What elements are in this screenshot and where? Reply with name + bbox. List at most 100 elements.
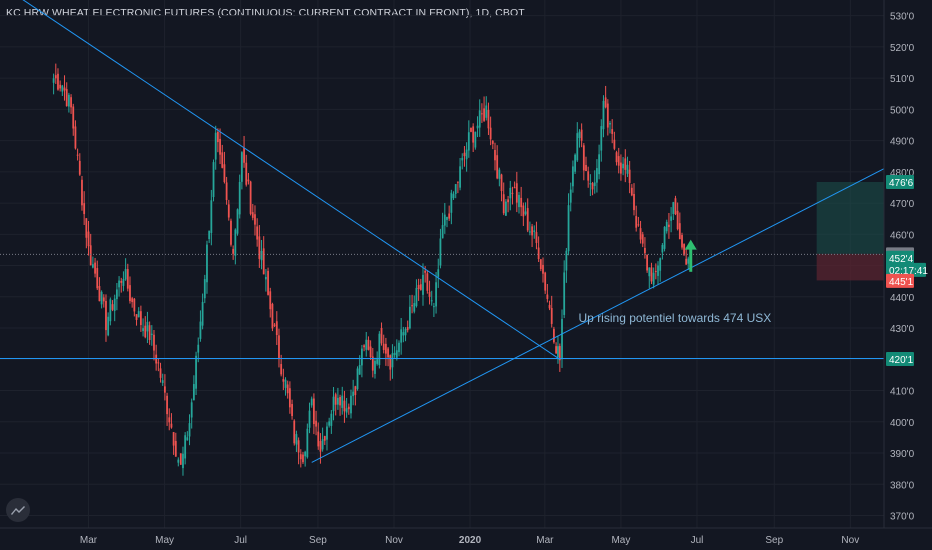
candle-body [214, 132, 217, 160]
candle-body [188, 423, 191, 437]
candle-body [343, 400, 346, 412]
candle-body [374, 360, 376, 374]
candle-body [341, 395, 344, 408]
candle-body [216, 131, 219, 143]
candle-body [142, 328, 144, 332]
candle-body [659, 258, 662, 271]
candle-body [408, 306, 411, 329]
candle-body [622, 163, 625, 169]
candle-body [459, 166, 461, 188]
candle-body [184, 435, 187, 459]
candle-body [83, 203, 86, 215]
candle-body [668, 224, 670, 227]
candle-body [96, 268, 99, 289]
candle-body [221, 152, 224, 168]
candle-body [91, 264, 94, 268]
candle-body [615, 152, 618, 163]
candle-body [574, 154, 576, 172]
position-profit-zone [816, 181, 884, 254]
candle-body [115, 289, 118, 300]
candle-body [323, 436, 326, 441]
candle-body [225, 182, 228, 201]
candle-body [644, 247, 646, 254]
candle-body [483, 108, 485, 121]
candle-body [168, 417, 171, 423]
candle-body [637, 224, 640, 226]
candle-body [174, 440, 177, 457]
candle-body [511, 192, 514, 194]
candle-body [542, 264, 544, 274]
candle-body [146, 321, 149, 332]
candle-body [611, 129, 614, 134]
candle-body [203, 279, 206, 299]
candle-body [170, 423, 173, 428]
candle-body [166, 395, 168, 415]
candle-body [63, 87, 66, 91]
candle-body [240, 152, 243, 182]
price-tick-label: 470'0 [890, 199, 915, 210]
candle-body [59, 84, 62, 89]
time-tick-label: Nov [385, 535, 403, 546]
candle-body [81, 179, 83, 206]
candle-body [613, 139, 616, 149]
price-tick-label: 400'0 [890, 418, 915, 429]
candle-body [648, 267, 651, 277]
candle-body [598, 154, 601, 175]
candle-body [450, 192, 453, 213]
candle-body [630, 187, 633, 196]
candle-body [393, 352, 396, 356]
price-tick-label: 460'0 [890, 230, 915, 241]
candle-body [565, 250, 568, 271]
candle-body [446, 216, 448, 220]
candle-body [491, 141, 494, 144]
candle-body [54, 75, 57, 79]
candle-body [520, 197, 523, 208]
arrow-up-icon [684, 239, 697, 250]
candle-body [496, 155, 499, 179]
tradingview-logo[interactable] [6, 498, 30, 522]
candle-body [249, 181, 252, 214]
candle-body [620, 162, 622, 174]
candle-body [195, 355, 197, 389]
candle-body [676, 210, 679, 230]
candle-body [155, 354, 158, 364]
candle-body [76, 154, 79, 156]
candle-body [201, 301, 204, 326]
candle-body [685, 258, 688, 265]
candle-body [57, 73, 59, 90]
candle-body [197, 344, 200, 353]
price-tick-label: 490'0 [890, 137, 915, 148]
position-loss-zone [816, 253, 884, 281]
candle-body [339, 397, 341, 406]
candle-body [617, 156, 620, 166]
candle-body [52, 78, 55, 83]
candle-body [456, 181, 459, 183]
price-tick-label: 430'0 [890, 324, 915, 335]
candle-body [507, 199, 509, 203]
candle-body [159, 368, 162, 378]
price-label: 02:17:41 [889, 266, 928, 277]
candle-body [227, 204, 230, 218]
candle-body [367, 339, 370, 350]
candle-body [424, 270, 427, 273]
candle-body [72, 106, 75, 129]
candle-body [232, 248, 235, 254]
price-label: 476'6 [889, 178, 914, 189]
candle-body [518, 194, 520, 208]
candle-body [454, 184, 457, 194]
candle-body [609, 123, 611, 125]
candle-body [157, 362, 160, 364]
candle-body [129, 285, 131, 302]
candle-body [402, 332, 405, 336]
candle-body [251, 212, 254, 218]
logo-icon [11, 506, 25, 515]
candle-body [295, 434, 298, 445]
candle-body [591, 183, 594, 190]
candle-body [208, 230, 211, 240]
candle-body [639, 228, 642, 240]
candle-body [275, 321, 278, 336]
candle-body [153, 334, 155, 351]
candle-body [478, 110, 481, 128]
candle-body [282, 378, 285, 382]
